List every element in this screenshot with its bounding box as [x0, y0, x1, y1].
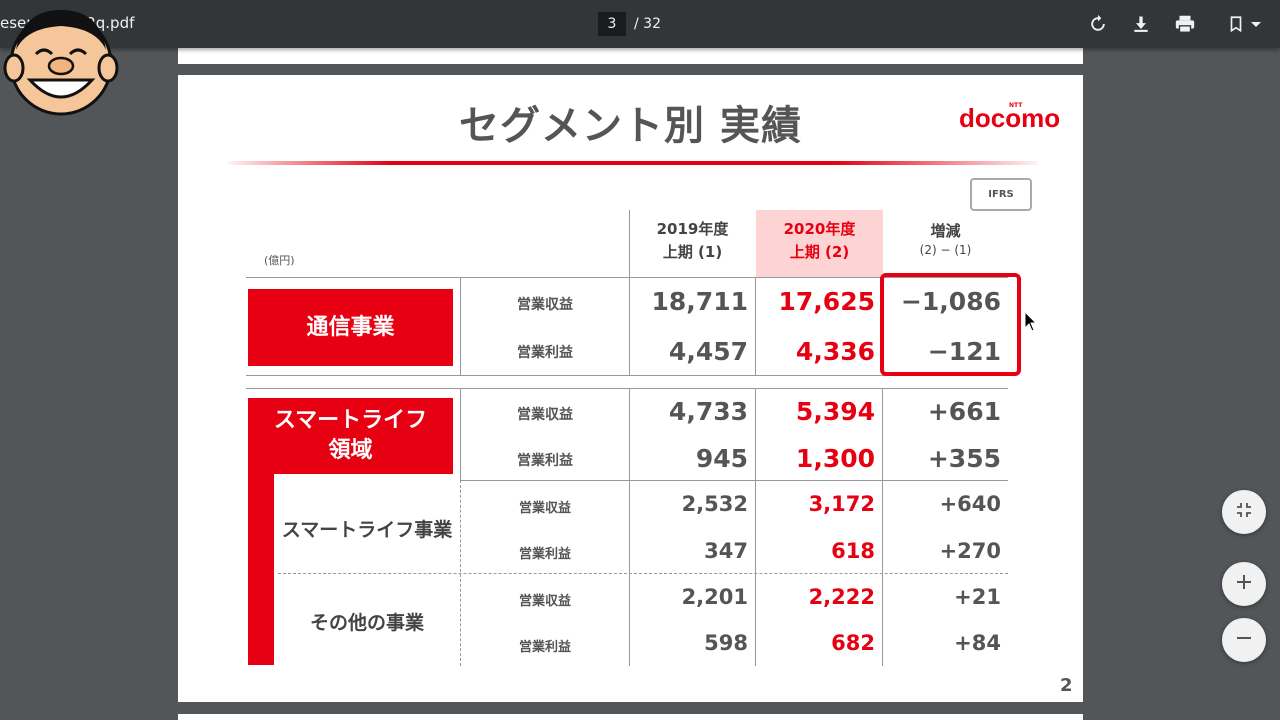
- grid-line: [629, 210, 630, 278]
- zoom-out-button[interactable]: [1222, 618, 1266, 662]
- grid-line: [882, 388, 883, 666]
- value-2020: 5,394: [795, 397, 875, 426]
- page-total: / 32: [634, 16, 661, 32]
- ifrs-badge: IFRS: [970, 178, 1032, 211]
- bookmark-icon[interactable]: [1223, 11, 1249, 37]
- grid-line: [755, 388, 756, 666]
- metric-label: 営業収益: [518, 594, 571, 609]
- value-2019: 4,457: [668, 337, 748, 366]
- metric-label: 営業利益: [517, 345, 573, 361]
- value-2019: 2,532: [681, 492, 748, 516]
- metric-label: 営業収益: [518, 501, 571, 516]
- segment-bar: [248, 474, 274, 665]
- slide-page-number: 2: [1060, 675, 1073, 696]
- title-divider: [228, 161, 1038, 165]
- zoom-in-icon: [1235, 573, 1253, 595]
- value-diff: −1,086: [900, 287, 1001, 316]
- metric-label: 営業利益: [517, 453, 573, 469]
- download-icon[interactable]: [1128, 11, 1154, 37]
- value-diff: +661: [927, 397, 1001, 426]
- grid-line: [755, 277, 756, 375]
- logo-ntt: NTT: [1009, 102, 1023, 109]
- fit-to-page-icon: [1235, 501, 1253, 523]
- dropdown-caret-icon[interactable]: [1248, 11, 1264, 37]
- grid-line: [629, 388, 630, 666]
- zoom-in-button[interactable]: [1222, 562, 1266, 606]
- segment-smartlife: スマートライフ 領域: [248, 398, 453, 474]
- grid-line: [460, 480, 1008, 481]
- col-header-2019: 2019年度 上期 (1): [656, 220, 729, 261]
- value-diff: +355: [927, 444, 1001, 473]
- pdf-page: セグメント別 実績 NTT docomo IFRS 2019年度 上期 (1) 2…: [178, 75, 1083, 702]
- sub-segment-other-business: その他の事業: [309, 612, 424, 634]
- value-2019: 598: [704, 631, 748, 655]
- grid-line: [460, 277, 461, 375]
- value-diff: +270: [939, 539, 1001, 563]
- highlight-column: [756, 210, 883, 277]
- value-diff: +84: [954, 631, 1001, 655]
- highlight-box: [880, 273, 1021, 376]
- avatar: [2, 2, 120, 120]
- value-2019: 4,733: [668, 397, 748, 426]
- value-diff: −121: [927, 337, 1001, 366]
- value-2020: 4,336: [795, 337, 875, 366]
- value-2019: 945: [695, 444, 748, 473]
- col-header-2020: 2020年度 上期 (2): [783, 220, 856, 261]
- value-diff: +21: [954, 585, 1001, 609]
- grid-line: [246, 388, 1008, 389]
- grid-line: [460, 388, 461, 480]
- rotate-icon[interactable]: [1085, 11, 1111, 37]
- grid-line: [246, 375, 1008, 376]
- page-number-input[interactable]: [598, 12, 626, 36]
- segment-telecom: 通信事業: [248, 289, 453, 366]
- grid-line: [278, 573, 1008, 574]
- value-2019: 2,201: [681, 585, 748, 609]
- value-2020: 17,625: [778, 287, 875, 316]
- print-icon[interactable]: [1172, 11, 1198, 37]
- unit-label: (億円): [264, 254, 295, 267]
- value-2020: 682: [831, 631, 875, 655]
- metric-label: 営業利益: [518, 547, 571, 562]
- zoom-out-icon: [1235, 629, 1253, 651]
- value-2019: 18,711: [651, 287, 748, 316]
- value-2020: 618: [831, 539, 875, 563]
- metric-label: 営業利益: [518, 640, 571, 655]
- value-2020: 2,222: [808, 585, 875, 609]
- metric-label: 営業収益: [517, 407, 573, 423]
- sub-segment-smartlife-business: スマートライフ事業: [281, 519, 453, 541]
- value-diff: +640: [939, 492, 1001, 516]
- value-2019: 347: [704, 539, 748, 563]
- next-page: [178, 714, 1083, 720]
- pdf-toolbar: esen 2020_2q.pdf / 32: [0, 0, 1280, 48]
- grid-line: [629, 277, 630, 375]
- grid-line: [246, 277, 1008, 278]
- fit-to-page-button[interactable]: [1222, 490, 1266, 534]
- value-2020: 1,300: [795, 444, 875, 473]
- docomo-logo: docomo: [959, 103, 1061, 133]
- page-selector: / 32: [598, 11, 661, 37]
- slide-title: セグメント別 実績: [459, 103, 802, 149]
- previous-page: [178, 48, 1083, 64]
- col-header-diff: 増減 (2) − (1): [919, 222, 972, 257]
- mouse-cursor-icon: [1024, 310, 1038, 337]
- value-2020: 3,172: [808, 492, 875, 516]
- metric-label: 営業収益: [517, 297, 573, 313]
